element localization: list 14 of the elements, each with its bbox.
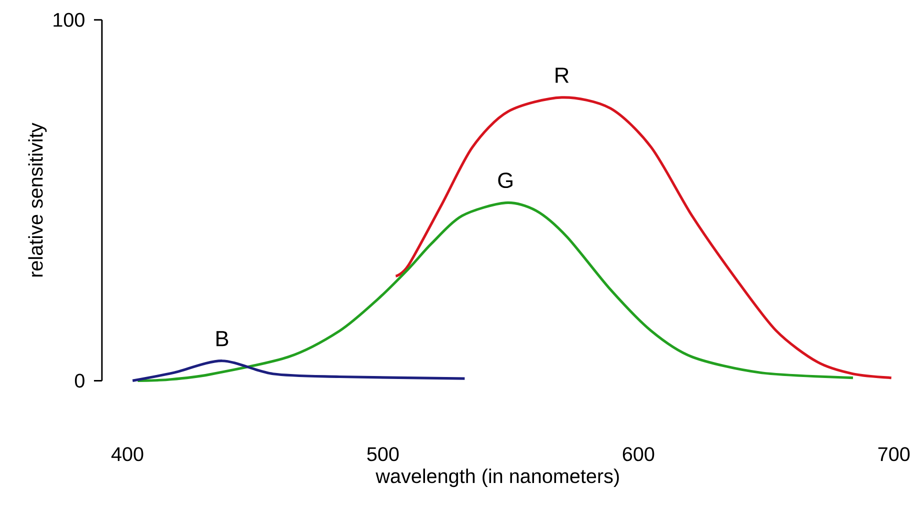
x-tick-label: 600	[622, 447, 654, 462]
line-series	[136, 202, 854, 382]
y-tick-label: 0	[74, 374, 84, 388]
line-series	[394, 96, 893, 380]
y-axis-title: relative sensitivity	[28, 122, 47, 277]
line-series	[131, 360, 466, 382]
x-axis-title: wavelength (in nanometers)	[376, 468, 619, 488]
series-label: B	[216, 331, 228, 346]
series-label: G	[498, 172, 512, 188]
x-tick-label: 700	[878, 447, 910, 462]
series-label: R	[556, 68, 569, 83]
x-tick-label: 500	[367, 447, 399, 462]
x-tick-label: 400	[111, 447, 144, 462]
y-tick-label: 100	[54, 12, 84, 27]
